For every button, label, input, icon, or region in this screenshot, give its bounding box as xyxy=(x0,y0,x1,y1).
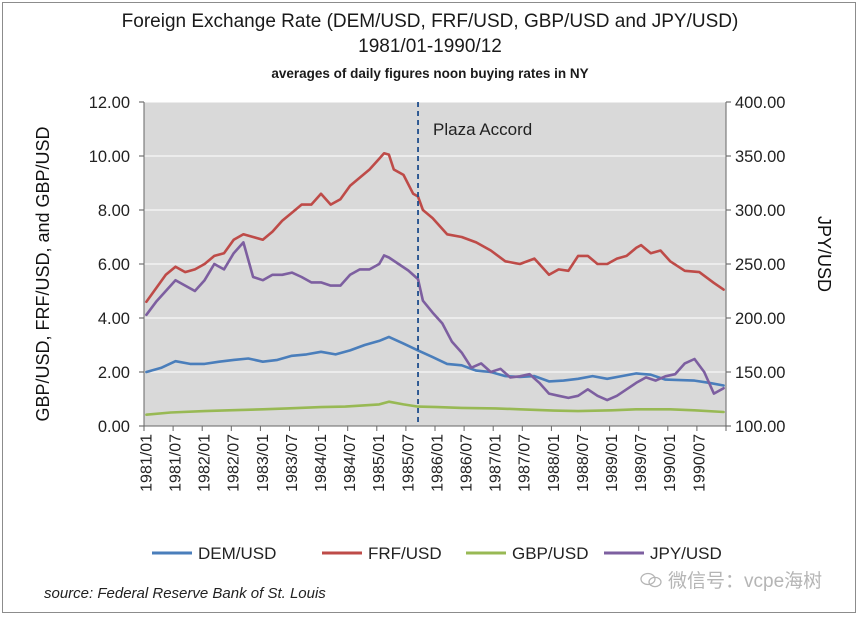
chart-note: averages of daily figures noon buying ra… xyxy=(271,66,589,81)
series-line-gbp-usd xyxy=(145,400,725,417)
x-tick-label: 1981/01 xyxy=(138,434,155,492)
x-tick-label: 1986/07 xyxy=(459,434,476,492)
x-tick-label: 1983/01 xyxy=(255,434,272,492)
x-tick-label: 1981/07 xyxy=(168,434,185,492)
right-axis-title: JPY/USD xyxy=(814,216,834,292)
x-tick-label: 1987/07 xyxy=(517,434,534,492)
x-tick-label: 1985/07 xyxy=(400,434,417,492)
x-tick-label: 1982/01 xyxy=(197,434,214,492)
legend-label: JPY/USD xyxy=(650,544,722,563)
x-tick-label: 1989/01 xyxy=(604,434,621,492)
x-tick-label: 1982/07 xyxy=(226,434,243,492)
legend-label: DEM/USD xyxy=(198,544,276,563)
legend-label: FRF/USD xyxy=(368,544,442,563)
x-tick-label: 1987/01 xyxy=(488,434,505,492)
chart-subtitle: 1981/01-1990/12 xyxy=(358,36,502,57)
left-tick-label: 8.00 xyxy=(98,202,130,220)
x-tick-label: 1988/07 xyxy=(575,434,592,492)
right-tick-label: 100.00 xyxy=(735,418,785,436)
chart-title: Foreign Exchange Rate (DEM/USD, FRF/USD,… xyxy=(121,11,739,32)
x-tick-label: 1984/01 xyxy=(313,434,330,492)
left-tick-label: 4.00 xyxy=(98,310,130,328)
left-tick-label: 6.00 xyxy=(98,256,130,274)
wechat-icon xyxy=(640,572,662,588)
watermark-text: 微信号：vcpe海树 xyxy=(668,571,823,592)
left-tick-label: 12.00 xyxy=(89,94,130,112)
right-tick-label: 300.00 xyxy=(735,202,785,220)
plaza-accord-label: Plaza Accord xyxy=(433,120,532,139)
x-tick-label: 1990/01 xyxy=(662,434,679,492)
right-tick-label: 250.00 xyxy=(735,256,785,274)
x-tick-label: 1989/07 xyxy=(633,434,650,492)
left-tick-label: 0.00 xyxy=(98,418,130,436)
x-tick-label: 1988/01 xyxy=(546,434,563,492)
legend-label: GBP/USD xyxy=(512,544,589,563)
series-line-dem-usd xyxy=(145,335,725,387)
x-tick-label: 1984/07 xyxy=(342,434,359,492)
x-tick-label: 1983/07 xyxy=(284,434,301,492)
left-axis-title: GBP/USD, FRF/USD, and GBP/USD xyxy=(33,126,53,421)
left-tick-label: 2.00 xyxy=(98,364,130,382)
right-tick-label: 350.00 xyxy=(735,148,785,166)
series-line-frf-usd xyxy=(145,152,725,304)
right-tick-label: 150.00 xyxy=(735,364,785,382)
watermark: 微信号：vcpe海树 xyxy=(640,566,822,593)
right-tick-label: 400.00 xyxy=(735,94,785,112)
series-line-jpy-usd xyxy=(145,241,725,402)
x-tick-label: 1990/07 xyxy=(691,434,708,492)
x-tick-label: 1986/01 xyxy=(429,434,446,492)
left-tick-label: 10.00 xyxy=(89,148,130,166)
source-note: source: Federal Reserve Bank of St. Loui… xyxy=(44,585,326,602)
x-tick-label: 1985/01 xyxy=(371,434,388,492)
right-tick-label: 200.00 xyxy=(735,310,785,328)
